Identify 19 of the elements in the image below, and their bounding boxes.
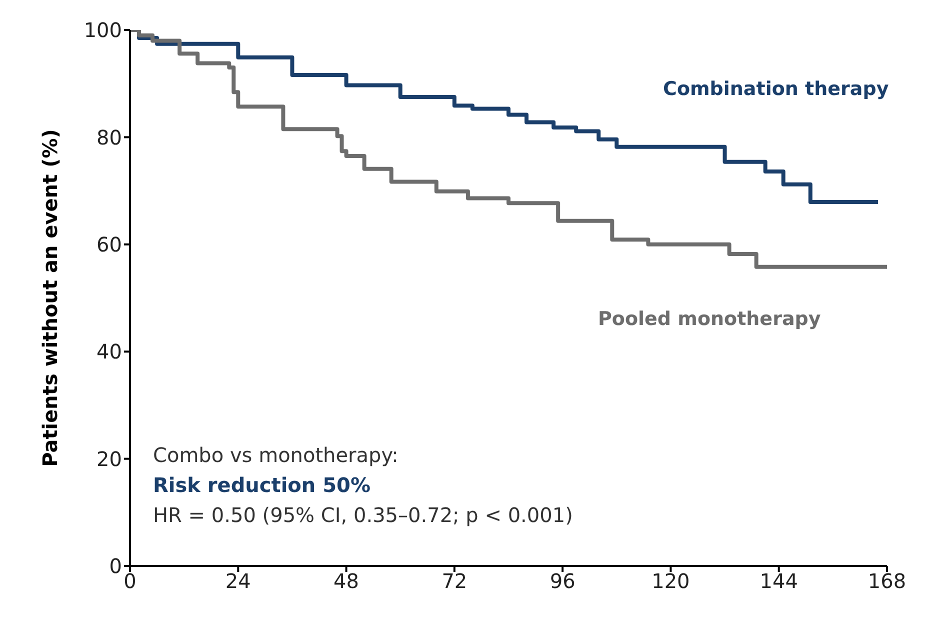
y-tick-label: 40 bbox=[96, 340, 122, 364]
x-tick-label: 72 bbox=[442, 569, 468, 594]
x-tick-label: 168 bbox=[868, 569, 906, 594]
y-tick-label: 20 bbox=[96, 446, 122, 471]
annotation: Risk reduction 50% bbox=[153, 472, 372, 499]
annotation: HR = 0.50 (95% CI, 0.35–0.72; p < 0.001) bbox=[153, 502, 573, 529]
x-tick-label: 48 bbox=[334, 569, 360, 594]
text: Combination therapy bbox=[663, 78, 889, 100]
y-tick-label: 60 bbox=[96, 232, 122, 256]
text: Pooled monotherapy bbox=[598, 308, 821, 330]
x-tick-label: 144 bbox=[760, 569, 798, 594]
y-tick-label: 100 bbox=[84, 18, 122, 42]
x-tick-label: 96 bbox=[550, 569, 576, 594]
y-axis-title: Patients without an event (%) bbox=[38, 129, 62, 467]
x-tick-label: 120 bbox=[652, 569, 690, 594]
y-tick-label: 0 bbox=[109, 554, 122, 578]
y-tick-label: 80 bbox=[96, 125, 122, 150]
annotation: Combo vs monotherapy: bbox=[153, 442, 400, 469]
x-tick-label: 24 bbox=[225, 569, 251, 594]
